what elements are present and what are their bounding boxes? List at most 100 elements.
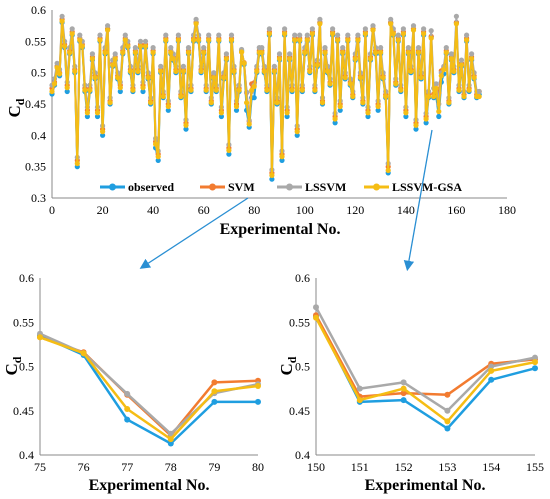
data-point-observed <box>140 88 146 95</box>
data-point-lssvm-gsa <box>488 367 495 374</box>
legend-item-svm: SVM <box>200 180 255 194</box>
data-point-lssvm-gsa <box>441 66 447 73</box>
zoom-arrow-left <box>139 197 249 269</box>
data-point-lssvm-gsa <box>137 43 144 49</box>
data-point-lssvm-gsa <box>196 37 202 43</box>
data-point-lssvm <box>415 45 422 51</box>
data-point-observed <box>226 151 232 157</box>
data-point-lssvm-gsa <box>274 100 280 106</box>
series-line-lssvm-gsa <box>314 317 536 423</box>
y-tick-label: 0.55 <box>25 34 46 48</box>
x-tick-label: 140 <box>397 203 415 217</box>
data-point-lssvm <box>89 51 95 57</box>
data-point-lssvm <box>282 26 288 32</box>
data-point-lssvm-gsa <box>110 62 116 68</box>
data-point-lssvm-gsa <box>340 50 346 56</box>
y-tick-label: 0.55 <box>13 315 34 329</box>
y-tick-label: 0.45 <box>289 404 310 418</box>
legend-marker <box>109 183 116 191</box>
data-point-lssvm <box>201 45 207 51</box>
data-point-lssvm <box>532 354 538 361</box>
data-point-lssvm-gsa <box>211 388 218 395</box>
data-point-lssvm <box>309 26 315 32</box>
data-point-lssvm <box>317 16 323 22</box>
data-point-lssvm-gsa <box>221 75 227 81</box>
data-point-lssvm-gsa <box>345 37 351 43</box>
legend-item-observed: observed <box>100 180 174 194</box>
data-point-lssvm-gsa <box>188 87 194 93</box>
data-point-observed <box>167 440 174 447</box>
data-point-lssvm <box>228 32 235 38</box>
data-point-lssvm <box>185 45 192 51</box>
data-point-lssvm-gsa <box>115 75 121 81</box>
data-point-lssvm-gsa <box>347 81 353 87</box>
data-point-lssvm-gsa <box>64 85 70 91</box>
data-point-lssvm-gsa <box>426 93 432 100</box>
data-point-observed <box>183 126 189 132</box>
series-line-lssvm-gsa <box>39 336 259 441</box>
data-point-lssvm-gsa <box>130 87 136 93</box>
y-tick-label: 0.5 <box>31 66 46 80</box>
data-point-lssvm-gsa <box>380 75 386 81</box>
data-point-lssvm-gsa <box>94 110 101 116</box>
x-tick-label: 40 <box>147 203 159 217</box>
data-point-observed <box>155 157 161 163</box>
data-point-observed <box>532 365 538 372</box>
data-point-lssvm <box>355 32 361 38</box>
data-point-lssvm-gsa <box>185 50 192 56</box>
y-tick-label: 0.5 <box>19 360 34 374</box>
left-x-axis-label: Experimental No. <box>89 477 210 494</box>
data-point-lssvm-gsa <box>332 116 338 122</box>
data-point-lssvm-gsa <box>471 75 477 81</box>
data-point-lssvm-gsa <box>313 314 319 321</box>
x-tick-label: 20 <box>97 203 109 217</box>
data-point-lssvm-gsa <box>276 56 283 62</box>
data-point-lssvm-gsa <box>180 68 186 74</box>
data-point-lssvm-gsa <box>294 129 300 135</box>
data-point-lssvm-gsa <box>469 56 475 62</box>
data-point-observed <box>337 107 343 113</box>
y-tick-label: 0.45 <box>13 404 34 418</box>
right-plot-area <box>313 304 538 432</box>
data-point-lssvm-gsa <box>337 103 343 110</box>
data-point-lssvm <box>428 28 434 34</box>
data-point-lssvm-gsa <box>198 68 204 74</box>
data-point-lssvm-gsa <box>122 37 128 43</box>
data-point-lssvm-gsa <box>309 31 315 37</box>
data-point-lssvm-gsa <box>360 100 366 106</box>
data-point-lssvm-gsa <box>266 31 272 37</box>
data-point-lssvm-gsa <box>208 100 214 106</box>
data-point-lssvm-gsa <box>365 110 371 116</box>
series-line-svm <box>39 336 259 437</box>
data-point-observed <box>165 107 171 113</box>
data-point-lssvm-gsa <box>37 334 43 341</box>
data-point-lssvm <box>330 26 336 32</box>
x-tick-label: 155 <box>526 460 544 474</box>
legend-label: LSSVM <box>305 180 346 194</box>
data-point-lssvm-gsa <box>269 172 275 178</box>
x-tick-label: 76 <box>78 460 90 474</box>
data-point-observed <box>269 176 275 182</box>
data-point-lssvm <box>271 63 277 69</box>
data-point-lssvm-gsa <box>279 154 285 160</box>
data-point-lssvm-gsa <box>261 68 267 74</box>
data-point-lssvm-gsa <box>193 21 199 27</box>
data-point-lssvm <box>488 363 495 370</box>
data-point-observed <box>100 132 106 138</box>
data-point-lssvm <box>356 385 363 392</box>
data-point-lssvm-gsa <box>431 93 437 100</box>
data-point-lssvm-gsa <box>120 50 126 56</box>
data-point-lssvm-gsa <box>292 37 298 43</box>
left-x-ticks: 75 76 77 78 79 80 <box>34 460 264 474</box>
data-point-lssvm-gsa <box>145 75 151 81</box>
y-tick-label: 0.35 <box>25 160 46 174</box>
data-point-lssvm <box>167 430 174 437</box>
data-point-observed <box>255 398 261 405</box>
data-point-lssvm-gsa <box>79 43 85 49</box>
data-point-lssvm <box>105 23 111 29</box>
data-point-lssvm-gsa <box>356 397 363 404</box>
data-point-lssvm-gsa <box>125 43 131 49</box>
data-point-lssvm-gsa <box>173 68 179 74</box>
data-point-lssvm <box>216 32 222 38</box>
data-point-lssvm <box>395 32 401 38</box>
